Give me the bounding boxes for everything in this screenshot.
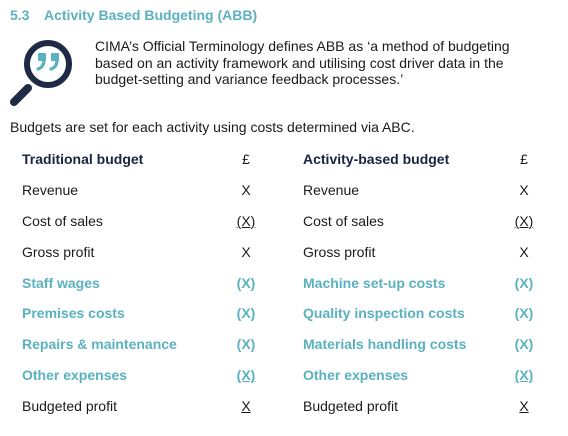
left-value: (X) xyxy=(236,367,256,384)
right-value: (X) xyxy=(514,274,534,291)
right-value: X xyxy=(519,398,529,415)
abb-budget-header: Activity-based budget xyxy=(303,151,450,167)
right-value: X xyxy=(519,181,529,198)
intro-text: Budgets are set for each activity using … xyxy=(10,119,415,135)
table-row: Staff wages (X) Machine set-up costs (X) xyxy=(22,266,562,297)
table-row: Budgeted profit X Budgeted profit X xyxy=(22,389,562,420)
abb-currency-header: £ xyxy=(520,151,528,167)
left-label: Premises costs xyxy=(22,305,125,322)
section-title: Activity Based Budgeting (ABB) xyxy=(44,7,258,23)
right-label: Materials handling costs xyxy=(303,336,467,353)
table-row: Other expenses (X) Other expenses (X) xyxy=(22,358,562,389)
right-label: Cost of sales xyxy=(303,212,384,229)
section-number: 5.3 xyxy=(10,7,30,23)
table-row: Cost of sales (X) Cost of sales (X) xyxy=(22,204,562,235)
right-value: (X) xyxy=(514,367,534,384)
abb-definition: CIMA’s Official Terminology defines ABB … xyxy=(95,38,510,87)
section-heading: 5.3 Activity Based Budgeting (ABB) xyxy=(10,7,257,23)
left-value: (X) xyxy=(236,305,256,322)
left-label: Gross profit xyxy=(22,243,95,260)
right-value: (X) xyxy=(514,305,534,322)
left-label: Revenue xyxy=(22,181,79,198)
traditional-currency-header: £ xyxy=(242,151,250,167)
traditional-budget-header: Traditional budget xyxy=(22,151,144,167)
left-label: Other expenses xyxy=(22,367,128,384)
left-label: Repairs & maintenance xyxy=(22,336,177,353)
budget-comparison-table: Traditional budget £ Activity-based budg… xyxy=(22,142,562,420)
left-value: (X) xyxy=(236,336,256,353)
table-row: Gross profit X Gross profit X xyxy=(22,235,562,266)
right-value: (X) xyxy=(514,336,534,353)
left-value: X xyxy=(241,243,251,260)
left-value: X xyxy=(241,398,251,415)
left-label: Staff wages xyxy=(22,274,100,291)
right-label: Revenue xyxy=(303,181,360,198)
left-label: Cost of sales xyxy=(22,212,103,229)
table-row: Premises costs (X) Quality inspection co… xyxy=(22,296,562,327)
right-label: Gross profit xyxy=(303,243,376,260)
table-header-row: Traditional budget £ Activity-based budg… xyxy=(22,142,562,173)
table-row: Repairs & maintenance (X) Materials hand… xyxy=(22,327,562,358)
right-label: Other expenses xyxy=(303,367,409,384)
right-label: Quality inspection costs xyxy=(303,305,465,322)
quote-magnifier-icon xyxy=(10,40,72,106)
table-row: Revenue X Revenue X xyxy=(22,173,562,204)
left-value: (X) xyxy=(236,212,256,229)
right-label: Budgeted profit xyxy=(303,398,398,415)
left-value: X xyxy=(241,181,251,198)
left-label: Budgeted profit xyxy=(22,398,117,415)
left-value: (X) xyxy=(236,274,256,291)
right-value: X xyxy=(519,243,529,260)
right-value: (X) xyxy=(514,212,534,229)
right-label: Machine set-up costs xyxy=(303,274,446,291)
